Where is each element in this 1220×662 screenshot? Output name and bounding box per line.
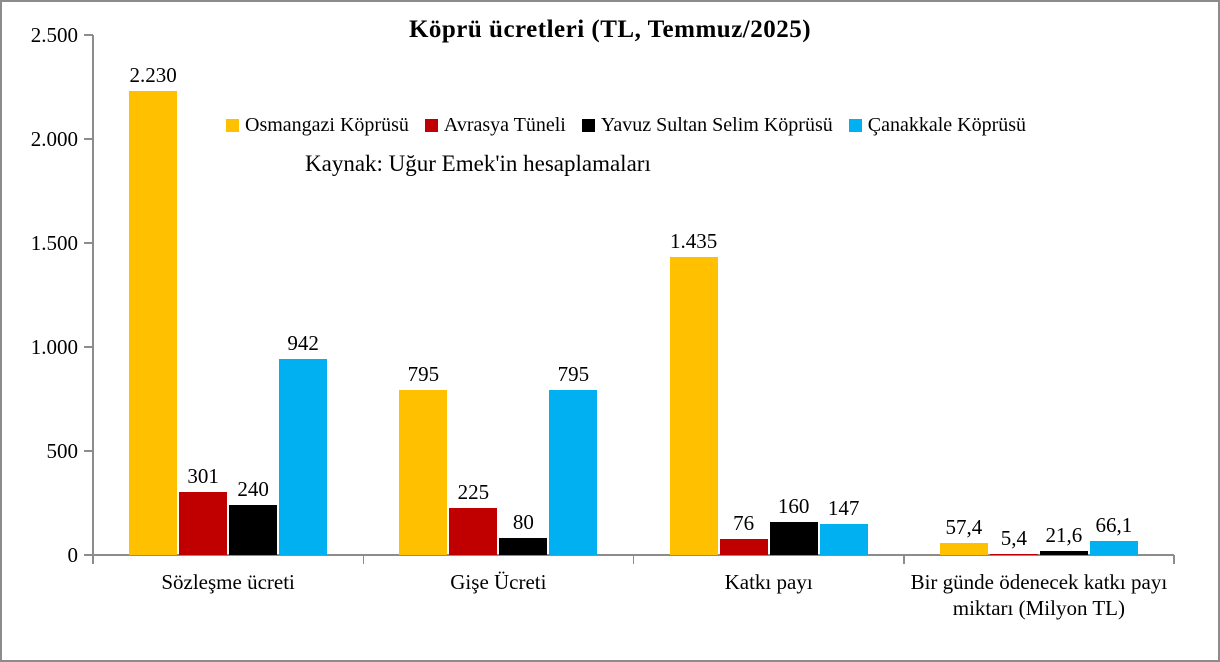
bar-value-label: 795 xyxy=(557,362,590,386)
source-note: Kaynak: Uğur Emek'in hesaplamaları xyxy=(305,151,651,176)
bar-value-label: 1.435 xyxy=(670,229,718,253)
bar-value-label: 57,4 xyxy=(945,515,983,539)
legend-label: Çanakkale Köprüsü xyxy=(867,113,1027,136)
bar-value-label: 21,6 xyxy=(1045,523,1083,547)
bar xyxy=(1089,541,1138,555)
bar xyxy=(279,359,328,555)
x-tick-mark xyxy=(362,555,364,564)
bar xyxy=(129,91,178,555)
bar xyxy=(939,543,988,555)
legend-marker-icon xyxy=(581,118,595,132)
legend-item: Yavuz Sultan Selim Köprüsü xyxy=(581,113,833,137)
bar xyxy=(819,524,868,555)
y-tick-mark xyxy=(84,242,93,244)
y-tick-label: 2.500 xyxy=(30,23,78,47)
bar-value-label: 2.230 xyxy=(129,63,177,87)
y-tick-label: 0 xyxy=(67,543,79,567)
x-tick-mark xyxy=(632,555,635,564)
y-tick-label: 500 xyxy=(46,439,79,463)
y-tick-mark xyxy=(84,138,93,140)
bar-value-label: 80 xyxy=(512,510,534,534)
y-tick-mark xyxy=(84,450,93,452)
x-tick-mark xyxy=(92,555,94,564)
bar-value-label: 147 xyxy=(827,496,860,520)
y-tick-label: 1.000 xyxy=(30,335,78,359)
bar xyxy=(179,492,228,555)
bar xyxy=(399,390,448,555)
legend-label: Osmangazi Köprüsü xyxy=(245,113,409,136)
legend-marker-icon xyxy=(848,118,862,132)
bar-value-label: 160 xyxy=(777,494,810,518)
bar-value-label: 66,1 xyxy=(1095,513,1133,537)
x-tick-mark xyxy=(903,555,905,564)
bar xyxy=(769,522,818,555)
bar-value-label: 942 xyxy=(287,331,319,355)
bar xyxy=(1039,551,1088,555)
bar-value-label: 5,4 xyxy=(1000,526,1027,550)
category-label: Gişe Ücreti xyxy=(450,570,547,594)
legend-label: Yavuz Sultan Selim Köprüsü xyxy=(600,113,833,136)
bar xyxy=(669,257,718,555)
legend-marker-icon xyxy=(424,118,438,132)
legend-item: Osmangazi Köprüsü xyxy=(226,114,409,137)
bar xyxy=(229,505,278,555)
bar-value-label: 240 xyxy=(237,477,269,501)
x-axis-line xyxy=(92,554,1174,556)
bar xyxy=(549,390,598,555)
bar xyxy=(719,539,768,555)
bar-value-label: 76 xyxy=(733,511,755,535)
bar-value-label: 795 xyxy=(407,362,440,386)
x-tick-mark xyxy=(1173,555,1175,564)
y-tick-mark xyxy=(84,346,93,348)
category-label: Katkı payı xyxy=(724,570,813,594)
bar xyxy=(989,554,1038,555)
category-label: Bir günde ödenecek katkı payı miktarı (M… xyxy=(910,570,1168,620)
bar xyxy=(449,508,498,555)
y-tick-mark xyxy=(84,34,93,36)
y-tick-label: 2.000 xyxy=(30,127,78,151)
chart-legend: Osmangazi Köprüsü Avrasya Tüneli Yavuz Sul… xyxy=(226,112,1026,138)
y-axis-line xyxy=(92,35,94,556)
chart-title: Köprü ücretleri (TL, Temmuz/2025) xyxy=(408,16,812,43)
legend-label: Avrasya Tüneli xyxy=(443,113,566,136)
bar xyxy=(499,538,548,555)
y-tick-mark xyxy=(84,554,93,556)
bar-value-label: 301 xyxy=(187,464,219,488)
category-label: Sözleşme ücreti xyxy=(161,570,295,594)
legend-item: Çanakkale Köprüsü xyxy=(848,113,1027,137)
y-tick-label: 1.500 xyxy=(30,231,78,255)
bar-value-label: 225 xyxy=(457,480,490,504)
legend-item: Avrasya Tüneli xyxy=(424,113,566,137)
legend-marker-icon xyxy=(226,118,239,132)
